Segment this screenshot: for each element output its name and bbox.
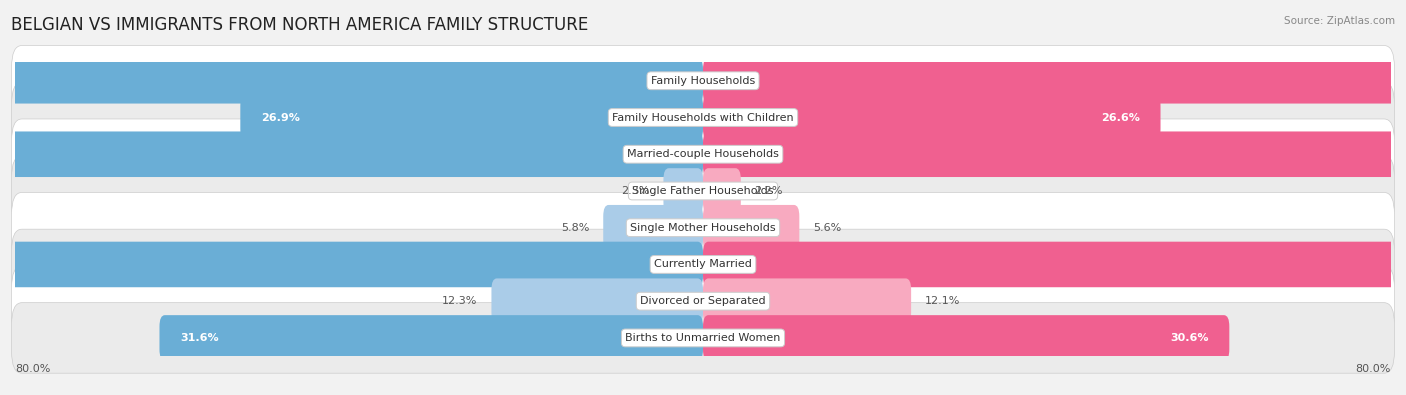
Text: 26.6%: 26.6%: [1101, 113, 1140, 122]
Text: Currently Married: Currently Married: [654, 260, 752, 269]
FancyBboxPatch shape: [0, 58, 703, 103]
FancyBboxPatch shape: [11, 156, 1395, 226]
FancyBboxPatch shape: [11, 303, 1395, 373]
Text: 80.0%: 80.0%: [15, 364, 51, 374]
Text: Family Households with Children: Family Households with Children: [612, 113, 794, 122]
FancyBboxPatch shape: [11, 229, 1395, 300]
Text: Married-couple Households: Married-couple Households: [627, 149, 779, 159]
Text: Divorced or Separated: Divorced or Separated: [640, 296, 766, 306]
FancyBboxPatch shape: [664, 168, 703, 214]
Text: 30.6%: 30.6%: [1170, 333, 1209, 343]
FancyBboxPatch shape: [703, 168, 741, 214]
FancyBboxPatch shape: [703, 242, 1406, 287]
FancyBboxPatch shape: [0, 132, 703, 177]
Text: Single Father Households: Single Father Households: [633, 186, 773, 196]
FancyBboxPatch shape: [603, 205, 703, 250]
Text: 31.6%: 31.6%: [180, 333, 219, 343]
Text: 5.6%: 5.6%: [813, 223, 841, 233]
Text: Family Households: Family Households: [651, 76, 755, 86]
FancyBboxPatch shape: [703, 278, 911, 324]
Text: Births to Unmarried Women: Births to Unmarried Women: [626, 333, 780, 343]
Text: BELGIAN VS IMMIGRANTS FROM NORTH AMERICA FAMILY STRUCTURE: BELGIAN VS IMMIGRANTS FROM NORTH AMERICA…: [11, 16, 589, 34]
FancyBboxPatch shape: [11, 266, 1395, 337]
FancyBboxPatch shape: [159, 315, 703, 361]
FancyBboxPatch shape: [0, 242, 703, 287]
FancyBboxPatch shape: [492, 278, 703, 324]
FancyBboxPatch shape: [240, 95, 703, 140]
Text: Source: ZipAtlas.com: Source: ZipAtlas.com: [1284, 16, 1395, 26]
Text: 2.3%: 2.3%: [621, 186, 650, 196]
FancyBboxPatch shape: [11, 45, 1395, 116]
FancyBboxPatch shape: [703, 205, 800, 250]
FancyBboxPatch shape: [703, 95, 1160, 140]
Text: Single Mother Households: Single Mother Households: [630, 223, 776, 233]
Text: 80.0%: 80.0%: [1355, 364, 1391, 374]
Text: 2.2%: 2.2%: [755, 186, 783, 196]
FancyBboxPatch shape: [703, 132, 1406, 177]
Text: 26.9%: 26.9%: [262, 113, 299, 122]
FancyBboxPatch shape: [11, 82, 1395, 153]
FancyBboxPatch shape: [11, 192, 1395, 263]
FancyBboxPatch shape: [703, 58, 1406, 103]
Text: 5.8%: 5.8%: [561, 223, 589, 233]
FancyBboxPatch shape: [11, 119, 1395, 190]
FancyBboxPatch shape: [703, 315, 1229, 361]
Text: 12.1%: 12.1%: [925, 296, 960, 306]
Text: 12.3%: 12.3%: [443, 296, 478, 306]
